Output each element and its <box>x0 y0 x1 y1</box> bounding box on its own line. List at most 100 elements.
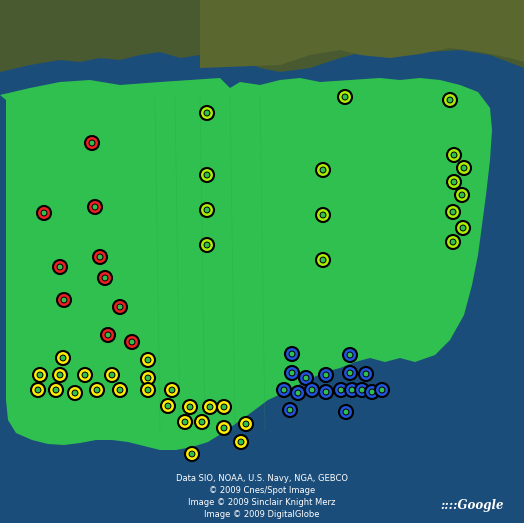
Circle shape <box>299 371 313 385</box>
Circle shape <box>320 212 326 218</box>
Circle shape <box>101 328 115 342</box>
Circle shape <box>447 148 461 162</box>
Circle shape <box>200 106 214 120</box>
Circle shape <box>200 203 214 217</box>
Circle shape <box>53 260 67 274</box>
Circle shape <box>182 419 188 425</box>
Circle shape <box>92 204 98 210</box>
Circle shape <box>145 357 151 363</box>
Circle shape <box>334 383 348 397</box>
Circle shape <box>109 372 115 378</box>
Circle shape <box>204 242 210 248</box>
Circle shape <box>57 293 71 307</box>
Circle shape <box>239 417 253 431</box>
Circle shape <box>105 332 111 338</box>
Polygon shape <box>0 78 492 450</box>
Circle shape <box>375 383 389 397</box>
Circle shape <box>37 372 43 378</box>
Circle shape <box>347 370 353 376</box>
Circle shape <box>31 383 45 397</box>
Circle shape <box>93 250 107 264</box>
Circle shape <box>446 235 460 249</box>
Circle shape <box>129 339 135 345</box>
Polygon shape <box>200 0 524 68</box>
Circle shape <box>457 161 471 175</box>
Circle shape <box>185 447 199 461</box>
Circle shape <box>283 403 297 417</box>
Circle shape <box>200 238 214 252</box>
Circle shape <box>183 400 197 414</box>
Circle shape <box>57 372 63 378</box>
Circle shape <box>365 385 379 399</box>
Circle shape <box>343 366 357 380</box>
Circle shape <box>342 94 348 100</box>
Circle shape <box>309 387 315 393</box>
Circle shape <box>295 390 301 396</box>
Circle shape <box>189 451 195 457</box>
Circle shape <box>369 389 375 395</box>
Circle shape <box>221 425 227 431</box>
Circle shape <box>204 110 210 116</box>
Circle shape <box>217 421 231 435</box>
Circle shape <box>451 179 457 185</box>
Circle shape <box>316 163 330 177</box>
Circle shape <box>203 400 217 414</box>
Circle shape <box>338 90 352 104</box>
Circle shape <box>195 415 209 429</box>
Circle shape <box>316 208 330 222</box>
Circle shape <box>94 387 100 393</box>
Circle shape <box>461 165 467 171</box>
Circle shape <box>277 383 291 397</box>
Circle shape <box>217 400 231 414</box>
Circle shape <box>316 253 330 267</box>
Circle shape <box>447 97 453 103</box>
Circle shape <box>289 370 295 376</box>
Circle shape <box>455 188 469 202</box>
Circle shape <box>343 409 349 415</box>
Circle shape <box>447 175 461 189</box>
Circle shape <box>57 264 63 270</box>
Circle shape <box>141 353 155 367</box>
Circle shape <box>113 383 127 397</box>
Circle shape <box>451 152 457 158</box>
Circle shape <box>125 335 139 349</box>
Circle shape <box>319 368 333 382</box>
Circle shape <box>243 421 249 427</box>
Circle shape <box>105 368 119 382</box>
Circle shape <box>359 387 365 393</box>
Circle shape <box>187 404 193 410</box>
Circle shape <box>117 304 123 310</box>
Circle shape <box>72 390 78 396</box>
Circle shape <box>338 387 344 393</box>
Circle shape <box>347 352 353 358</box>
Text: Data SIO, NOAA, U.S. Navy, NGA, GEBCO
© 2009 Cnes/Spot Image
Image © 2009 Sincla: Data SIO, NOAA, U.S. Navy, NGA, GEBCO © … <box>176 474 348 519</box>
Circle shape <box>78 368 92 382</box>
Circle shape <box>113 300 127 314</box>
Circle shape <box>145 375 151 381</box>
Circle shape <box>343 348 357 362</box>
Circle shape <box>323 389 329 395</box>
Circle shape <box>53 368 67 382</box>
Circle shape <box>41 210 47 216</box>
Circle shape <box>234 435 248 449</box>
Circle shape <box>60 355 66 361</box>
Circle shape <box>61 297 67 303</box>
Circle shape <box>291 386 305 400</box>
Circle shape <box>88 200 102 214</box>
Circle shape <box>169 387 175 393</box>
Circle shape <box>305 383 319 397</box>
Circle shape <box>165 383 179 397</box>
Circle shape <box>285 366 299 380</box>
Circle shape <box>141 371 155 385</box>
Circle shape <box>320 257 326 263</box>
Circle shape <box>117 387 123 393</box>
Circle shape <box>102 275 108 281</box>
Circle shape <box>82 372 88 378</box>
Circle shape <box>90 383 104 397</box>
Circle shape <box>53 387 59 393</box>
Polygon shape <box>0 0 524 72</box>
Circle shape <box>89 140 95 146</box>
Circle shape <box>359 367 373 381</box>
Circle shape <box>443 93 457 107</box>
Circle shape <box>349 387 355 393</box>
